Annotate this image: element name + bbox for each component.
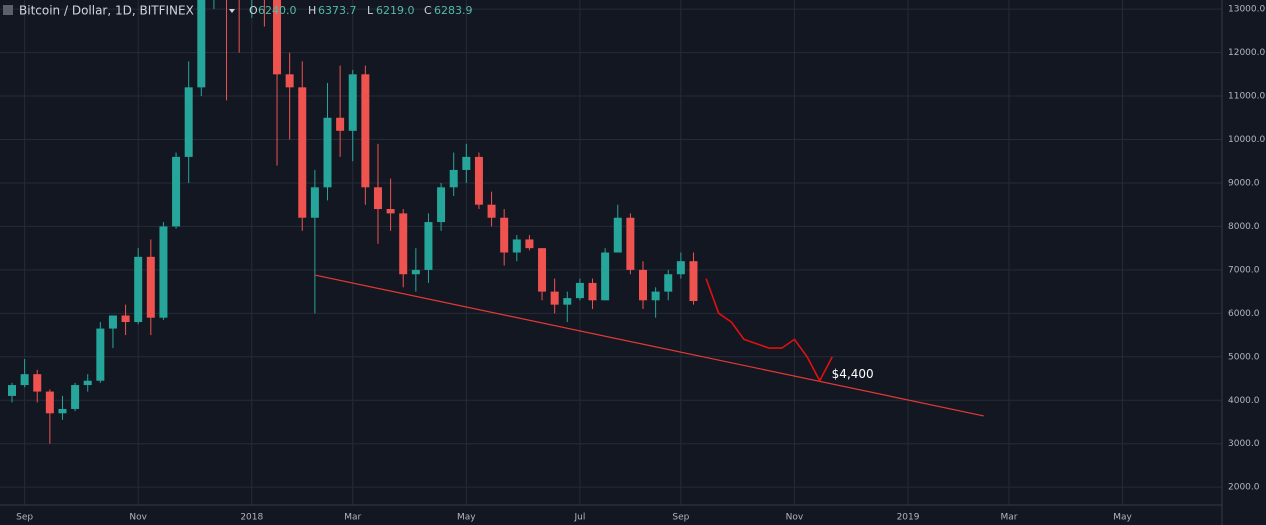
candle-body <box>664 274 673 292</box>
y-tick-label: 9000.0 <box>1228 178 1260 188</box>
y-tick-label: 3000.0 <box>1228 439 1260 449</box>
candle-body <box>449 169 458 188</box>
header: Bitcoin / Dollar, 1D, BITFINEX O 6240.0 … <box>3 4 473 18</box>
candle-body <box>550 291 559 305</box>
candle-body <box>386 209 395 214</box>
candle-body <box>651 291 660 301</box>
candle-body <box>71 385 80 409</box>
y-tick-label: 5000.0 <box>1228 352 1260 362</box>
candle-body <box>613 217 622 253</box>
x-tick-label: 2018 <box>240 513 263 523</box>
candle-body <box>348 74 357 131</box>
candle-body <box>373 187 382 210</box>
candle-body <box>121 315 130 323</box>
y-tick-label: 11000.0 <box>1228 92 1265 102</box>
x-tick-label: Jul <box>573 513 585 523</box>
candle-body <box>399 213 408 275</box>
x-tick-label: Sep <box>16 513 33 523</box>
candle-body <box>361 74 370 188</box>
candle-body <box>134 256 143 323</box>
annotation: $4,400 <box>832 367 874 381</box>
candle-body <box>424 222 433 270</box>
ohlc-value: 6240.0 <box>258 4 297 17</box>
candle-body <box>601 252 610 301</box>
x-tick-label: Sep <box>672 513 689 523</box>
y-tick-label: 10000.0 <box>1228 135 1265 145</box>
x-tick-label: Nov <box>129 513 147 523</box>
y-tick-label: 8000.0 <box>1228 222 1260 232</box>
candle-body <box>462 156 471 170</box>
candle-body <box>336 117 345 131</box>
y-tick-label: 6000.0 <box>1228 309 1260 319</box>
candle-body <box>525 239 534 249</box>
ohlc-value: 6283.9 <box>434 4 473 17</box>
candle-body <box>108 315 117 329</box>
axes: 2000.0 3000.0 4000.0 5000.0 6000.0 7000.0 8000… <box>16 5 1265 523</box>
y-tick-label: 13000.0 <box>1228 5 1265 15</box>
candle-body <box>323 117 332 188</box>
candle-body <box>285 74 294 88</box>
candle-body <box>273 0 282 75</box>
symbol-title: Bitcoin / Dollar, 1D, BITFINEX <box>19 4 194 18</box>
candle-body <box>58 408 67 414</box>
candle-body <box>575 282 584 299</box>
x-tick-label: Mar <box>1000 513 1017 523</box>
x-tick-label: Nov <box>786 513 804 523</box>
candle-body <box>45 391 54 414</box>
candle-body <box>172 156 181 227</box>
candle-body <box>184 87 193 157</box>
candle-body <box>197 0 206 88</box>
candle-body <box>159 226 168 318</box>
y-tick-label: 12000.0 <box>1228 48 1265 58</box>
candle-body <box>33 374 42 392</box>
y-tick-label: 4000.0 <box>1228 396 1260 406</box>
ohlc-value: 6373.7 <box>318 4 357 17</box>
candle-body <box>563 298 572 305</box>
ohlc-label: H <box>308 4 316 17</box>
y-tick-label: 7000.0 <box>1228 265 1260 275</box>
ohlc-value: 6219.0 <box>376 4 415 17</box>
ohlc-label: C <box>424 4 432 17</box>
candle-body <box>538 248 547 292</box>
x-tick-label: May <box>1113 513 1132 523</box>
ohlc-label: O <box>249 4 258 17</box>
candle-body <box>83 380 92 386</box>
candle-body <box>411 269 420 275</box>
plot-area: $4,400 <box>8 0 984 444</box>
candle-body <box>298 87 307 218</box>
candle-body <box>500 217 509 253</box>
y-tick-label: 2000.0 <box>1228 483 1260 493</box>
candle-body <box>676 261 685 275</box>
x-tick-label: 2019 <box>897 513 920 523</box>
candle-body <box>146 256 155 318</box>
projection-line <box>705 278 834 382</box>
candle-body <box>689 261 698 302</box>
x-tick-label: Mar <box>344 513 361 523</box>
candle-body <box>474 156 483 205</box>
candle-body <box>588 282 597 301</box>
candle-body <box>626 217 635 270</box>
ohlc-label: L <box>367 4 374 17</box>
candle-body <box>20 374 29 386</box>
candle-body <box>512 239 521 253</box>
grid <box>0 0 1222 505</box>
candle-body <box>96 328 105 381</box>
candle-body <box>437 187 446 223</box>
trendline <box>314 274 984 417</box>
dropdown-arrow[interactable] <box>229 9 235 13</box>
candle-body <box>310 187 319 218</box>
candle-body <box>639 269 647 301</box>
symbol-icon <box>3 5 13 15</box>
x-tick-label: May <box>457 513 476 523</box>
candle-body <box>8 385 16 396</box>
candle-body <box>487 204 496 218</box>
